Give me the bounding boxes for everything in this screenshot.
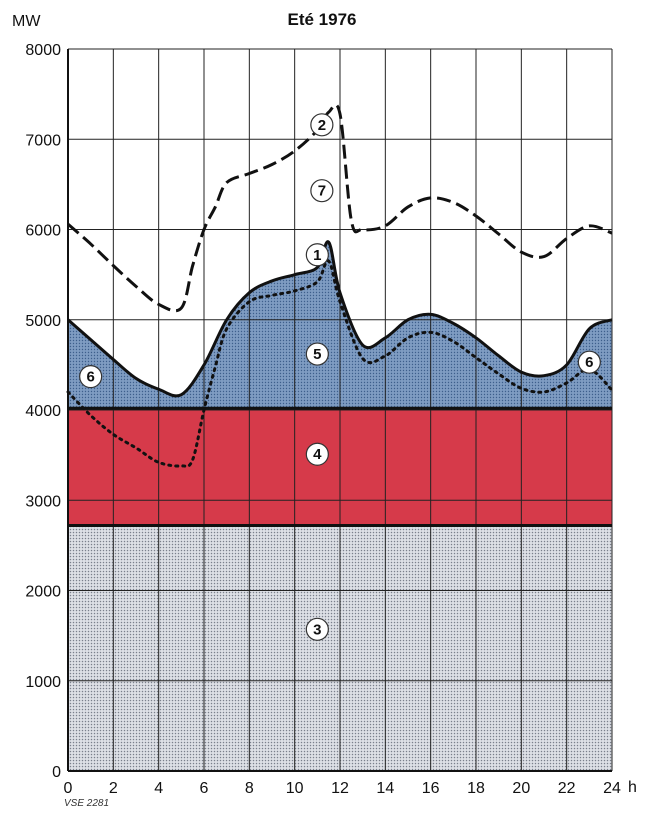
annotation-circle: [305, 442, 329, 466]
annotation-circle: [310, 113, 334, 137]
x-tick-label: 18: [467, 780, 485, 797]
annotation-circle: [79, 365, 103, 389]
y-tick-label: 1000: [25, 674, 61, 691]
annotation-marker-4: 4: [305, 442, 329, 466]
annotation-label: 2: [318, 117, 326, 134]
annotation-marker-5: 5: [305, 342, 329, 366]
annotation-marker-6: 6: [79, 365, 103, 389]
annotation-circle: [310, 179, 334, 203]
x-tick-label: 2: [109, 780, 118, 797]
annotation-label: 5: [313, 346, 321, 363]
annotation-label: 3: [313, 621, 321, 638]
footnote-ref: VSE 2281: [64, 798, 109, 809]
x-tick-label: 4: [154, 780, 163, 797]
annotation-label: 1: [313, 247, 321, 264]
x-tick-label: 14: [376, 780, 394, 797]
annotation-marker-6: 6: [577, 350, 601, 374]
x-tick-label: 8: [245, 780, 254, 797]
annotation-circle: [577, 350, 601, 374]
annotation-label: 7: [318, 183, 326, 200]
x-tick-label: 24: [603, 780, 621, 797]
x-tick-label: 22: [558, 780, 576, 797]
annotation-marker-7: 7: [310, 179, 334, 203]
annotation-marker-3: 3: [305, 617, 329, 641]
y-axis-label: MW: [12, 13, 41, 30]
annotation-marker-2: 2: [310, 113, 334, 137]
annotation-marker-1: 1: [305, 243, 329, 267]
x-tick-label: 6: [200, 780, 209, 797]
y-tick-label: 7000: [25, 132, 61, 149]
x-tick-label: 20: [512, 780, 530, 797]
y-tick-label: 8000: [25, 42, 61, 59]
series-dotted-line: [66, 259, 614, 468]
series-dashed-line: [67, 103, 613, 313]
chart-title: Eté 1976: [288, 10, 357, 29]
y-tick-label: 5000: [25, 313, 61, 330]
y-tick-label: 6000: [25, 223, 61, 240]
annotation-label: 6: [86, 369, 94, 386]
annotation-circle: [305, 243, 329, 267]
x-tick-label: 0: [64, 780, 73, 797]
annotation-label: 6: [585, 354, 593, 371]
y-tick-label: 2000: [25, 584, 61, 601]
x-axis-label: h: [628, 779, 637, 796]
series-solid-line: [67, 240, 613, 398]
annotation-circle: [305, 617, 329, 641]
y-tick-label: 0: [52, 764, 61, 781]
y-tick-label: 3000: [25, 493, 61, 510]
annotation-label: 4: [313, 446, 322, 463]
grid: [67, 48, 613, 772]
y-tick-label: 4000: [25, 403, 61, 420]
x-tick-label: 10: [286, 780, 304, 797]
annotation-circle: [305, 342, 329, 366]
x-tick-label: 16: [422, 780, 440, 797]
x-tick-label: 12: [331, 780, 349, 797]
